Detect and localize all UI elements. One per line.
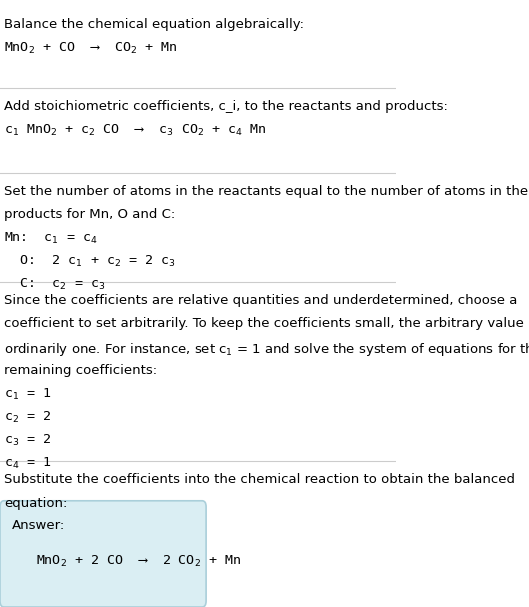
Text: c$_{2}$ = 2: c$_{2}$ = 2: [4, 410, 51, 425]
Text: equation:: equation:: [4, 497, 67, 509]
Text: Answer:: Answer:: [12, 519, 65, 532]
Text: products for Mn, O and C:: products for Mn, O and C:: [4, 208, 175, 221]
Text: c$_{4}$ = 1: c$_{4}$ = 1: [4, 456, 51, 471]
Text: Since the coefficients are relative quantities and underdetermined, choose a: Since the coefficients are relative quan…: [4, 294, 517, 307]
Text: O:  2 c$_{1}$ + c$_{2}$ = 2 c$_{3}$: O: 2 c$_{1}$ + c$_{2}$ = 2 c$_{3}$: [4, 254, 176, 270]
FancyBboxPatch shape: [0, 501, 206, 607]
Text: Balance the chemical equation algebraically:: Balance the chemical equation algebraica…: [4, 18, 304, 31]
Text: Set the number of atoms in the reactants equal to the number of atoms in the: Set the number of atoms in the reactants…: [4, 185, 528, 198]
Text: c$_{3}$ = 2: c$_{3}$ = 2: [4, 433, 51, 448]
Text: c$_{1}$ MnO$_{2}$ + c$_{2}$ CO  ⟶  c$_{3}$ CO$_{2}$ + c$_{4}$ Mn: c$_{1}$ MnO$_{2}$ + c$_{2}$ CO ⟶ c$_{3}$…: [4, 123, 267, 138]
Text: c$_{1}$ = 1: c$_{1}$ = 1: [4, 387, 51, 402]
Text: Substitute the coefficients into the chemical reaction to obtain the balanced: Substitute the coefficients into the che…: [4, 473, 515, 486]
Text: MnO$_{2}$ + CO  ⟶  CO$_{2}$ + Mn: MnO$_{2}$ + CO ⟶ CO$_{2}$ + Mn: [4, 41, 177, 56]
Text: ordinarily one. For instance, set c$_{1}$ = 1 and solve the system of equations : ordinarily one. For instance, set c$_{1}…: [4, 341, 529, 358]
Text: coefficient to set arbitrarily. To keep the coefficients small, the arbitrary va: coefficient to set arbitrarily. To keep …: [4, 317, 529, 330]
Text: remaining coefficients:: remaining coefficients:: [4, 364, 157, 376]
Text: Add stoichiometric coefficients, c_i, to the reactants and products:: Add stoichiometric coefficients, c_i, to…: [4, 100, 448, 113]
Text: C:  c$_{2}$ = c$_{3}$: C: c$_{2}$ = c$_{3}$: [4, 277, 105, 293]
Text: Mn:  c$_{1}$ = c$_{4}$: Mn: c$_{1}$ = c$_{4}$: [4, 231, 97, 246]
Text: MnO$_{2}$ + 2 CO  ⟶  2 CO$_{2}$ + Mn: MnO$_{2}$ + 2 CO ⟶ 2 CO$_{2}$ + Mn: [35, 554, 241, 569]
